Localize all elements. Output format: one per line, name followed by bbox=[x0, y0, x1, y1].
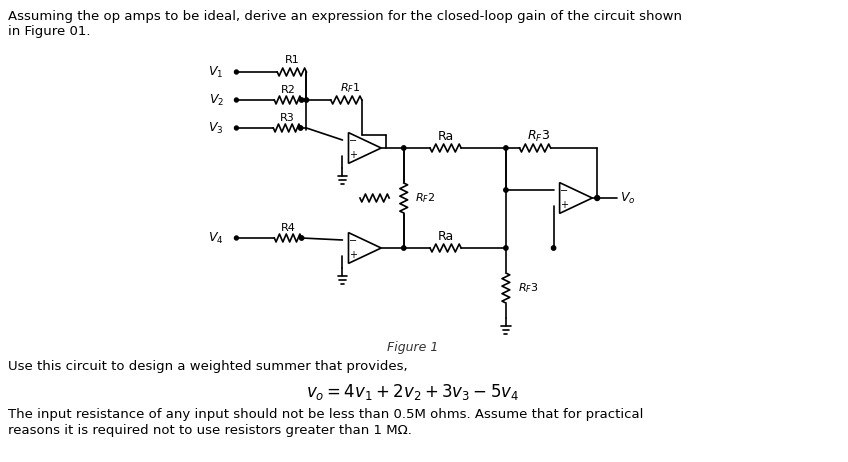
Text: $V_3$: $V_3$ bbox=[209, 121, 224, 135]
Circle shape bbox=[298, 126, 303, 130]
Text: +: + bbox=[561, 200, 568, 210]
Text: $v_o = 4v_1 + 2v_2 + 3v_3 - 5v_4$: $v_o = 4v_1 + 2v_2 + 3v_3 - 5v_4$ bbox=[306, 382, 519, 402]
Text: $V_1$: $V_1$ bbox=[209, 65, 224, 79]
Text: −: − bbox=[561, 186, 568, 196]
Text: $R_F2$: $R_F2$ bbox=[416, 191, 436, 205]
Circle shape bbox=[551, 246, 555, 250]
Circle shape bbox=[299, 98, 304, 102]
Circle shape bbox=[304, 98, 309, 102]
Text: $V_2$: $V_2$ bbox=[209, 92, 224, 108]
Circle shape bbox=[594, 195, 600, 201]
Text: Ra: Ra bbox=[438, 230, 454, 243]
Text: R1: R1 bbox=[284, 55, 299, 65]
Text: reasons it is required not to use resistors greater than 1 MΩ.: reasons it is required not to use resist… bbox=[8, 424, 411, 437]
Text: $R_F1$: $R_F1$ bbox=[340, 81, 360, 95]
Circle shape bbox=[504, 188, 508, 192]
Text: $V_4$: $V_4$ bbox=[209, 231, 224, 245]
Circle shape bbox=[402, 146, 406, 150]
Text: The input resistance of any input should not be less than 0.5M ohms. Assume that: The input resistance of any input should… bbox=[8, 408, 643, 421]
Circle shape bbox=[504, 246, 508, 250]
Text: −: − bbox=[349, 236, 357, 246]
Text: R4: R4 bbox=[281, 223, 295, 233]
Text: $V_o$: $V_o$ bbox=[620, 190, 635, 206]
Text: $R_F3$: $R_F3$ bbox=[527, 128, 550, 144]
Circle shape bbox=[234, 126, 238, 130]
Text: Figure 1: Figure 1 bbox=[387, 341, 438, 354]
Circle shape bbox=[234, 236, 238, 240]
Circle shape bbox=[402, 246, 406, 250]
Text: −: − bbox=[349, 136, 357, 146]
Text: Assuming the op amps to be ideal, derive an expression for the closed-loop gain : Assuming the op amps to be ideal, derive… bbox=[8, 10, 682, 38]
Text: Use this circuit to design a weighted summer that provides,: Use this circuit to design a weighted su… bbox=[8, 360, 407, 373]
Circle shape bbox=[299, 236, 304, 240]
Circle shape bbox=[234, 98, 238, 102]
Circle shape bbox=[504, 146, 508, 150]
Text: R3: R3 bbox=[280, 113, 294, 123]
Text: $R_F3$: $R_F3$ bbox=[517, 281, 538, 295]
Text: R2: R2 bbox=[281, 85, 295, 95]
Text: Ra: Ra bbox=[438, 129, 454, 142]
Text: +: + bbox=[349, 150, 357, 160]
Text: +: + bbox=[349, 250, 357, 260]
Circle shape bbox=[234, 70, 238, 74]
